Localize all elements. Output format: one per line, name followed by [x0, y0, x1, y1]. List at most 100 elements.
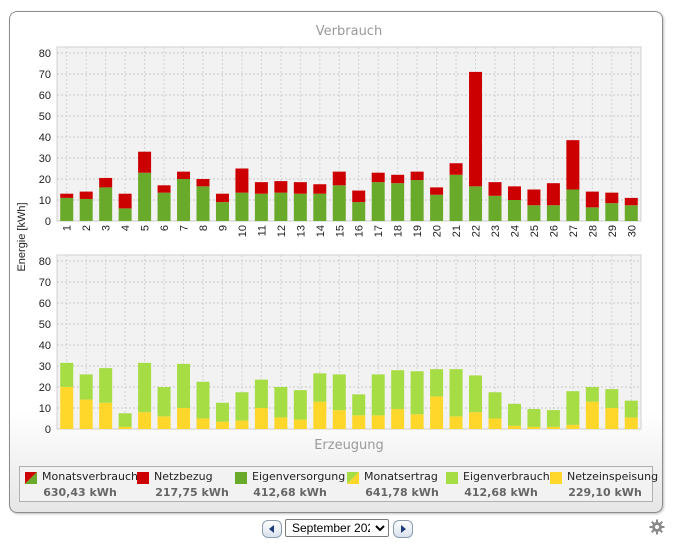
bar-netzeinspeisung — [352, 415, 366, 429]
next-month-button[interactable] — [393, 520, 413, 538]
x-tick-label: 16 — [354, 225, 366, 237]
bar-eigenverbrauch — [585, 387, 599, 402]
bar-netzeinspeisung — [99, 402, 113, 429]
bar-eigenverbrauch — [546, 410, 560, 427]
bar-netzbezug — [624, 197, 638, 206]
x-tick-label: 18 — [393, 225, 405, 237]
x-tick-label: 6 — [159, 225, 171, 231]
bar-eigenversorgung — [332, 185, 346, 221]
bar-eigenverbrauch — [352, 394, 366, 416]
x-tick-label: 7 — [179, 225, 191, 231]
bar-netzeinspeisung — [235, 420, 249, 429]
bar-netzbezug — [196, 179, 210, 187]
legend-label: Eigenversorgung — [252, 470, 346, 483]
x-tick-label: 4 — [120, 225, 132, 231]
legend-value: 412,68 kWh — [253, 486, 327, 499]
netzeinspeisung-swatch-icon — [550, 472, 562, 484]
x-tick-label: 25 — [529, 225, 541, 237]
x-tick-label: 8 — [198, 225, 210, 231]
bar-netzbezug — [157, 185, 171, 193]
bar-netzbezug — [254, 182, 268, 194]
bar-netzeinspeisung — [585, 401, 599, 429]
bar-eigenverbrauch — [196, 381, 210, 419]
bar-eigenverbrauch — [313, 373, 327, 402]
x-tick-label: 21 — [451, 225, 463, 237]
prev-month-button[interactable] — [262, 520, 282, 538]
bar-eigenversorgung — [293, 193, 307, 221]
bar-netzeinspeisung — [215, 421, 229, 429]
bar-eigenverbrauch — [410, 371, 424, 415]
x-tick-label: 27 — [568, 225, 580, 237]
y-tick-label: 60 — [39, 298, 51, 310]
bar-eigenversorgung — [410, 180, 424, 221]
x-tick-label: 10 — [237, 225, 249, 237]
bar-eigenverbrauch — [138, 362, 152, 413]
bar-netzbezug — [118, 193, 132, 209]
bar-eigenversorgung — [138, 172, 152, 221]
bar-netzbezug — [430, 187, 444, 195]
bar-netzeinspeisung — [254, 408, 268, 429]
y-tick-label: 20 — [39, 174, 51, 186]
x-tick-label: 17 — [373, 225, 385, 237]
gear-icon[interactable] — [649, 519, 665, 535]
y-tick-label: 20 — [39, 382, 51, 394]
x-tick-label: 14 — [315, 225, 327, 237]
legend-label: Monatsverbrauch — [42, 470, 139, 483]
bar-netzeinspeisung — [488, 418, 502, 429]
bar-netzeinspeisung — [157, 416, 171, 429]
bar-netzeinspeisung — [391, 409, 405, 429]
bar-netzeinspeisung — [624, 417, 638, 429]
legend-value: 229,10 kWh — [568, 486, 642, 499]
bar-netzeinspeisung — [449, 416, 463, 429]
bar-netzbezug — [507, 186, 521, 200]
x-tick-label: 29 — [607, 225, 619, 237]
eigenversorgung-swatch-icon — [235, 472, 247, 484]
bar-eigenversorgung — [79, 198, 93, 221]
x-tick-label: 3 — [101, 225, 113, 231]
plot-area — [56, 46, 642, 222]
bar-eigenverbrauch — [624, 400, 638, 418]
bar-eigenversorgung — [235, 192, 249, 221]
bar-eigenversorgung — [546, 205, 560, 221]
bar-eigenversorgung — [352, 202, 366, 221]
bar-eigenverbrauch — [469, 375, 483, 413]
bar-netzeinspeisung — [274, 417, 288, 429]
bar-netzeinspeisung — [60, 387, 74, 429]
y-tick-label: 0 — [45, 216, 51, 228]
y-tick-label: 50 — [39, 319, 51, 331]
bar-netzbezug — [566, 140, 580, 190]
bar-eigenversorgung — [585, 207, 599, 221]
bar-eigenverbrauch — [274, 387, 288, 418]
bar-eigenverbrauch — [371, 374, 385, 416]
bar-netzeinspeisung — [313, 401, 327, 429]
bar-netzbezug — [410, 171, 424, 181]
y-tick-label: 70 — [39, 69, 51, 81]
month-select[interactable]: September 2024 — [285, 519, 389, 537]
monatsertrag-swatch-icon — [347, 472, 359, 484]
bar-netzbezug — [274, 181, 288, 193]
bar-netzeinspeisung — [196, 418, 210, 429]
bar-netzeinspeisung — [605, 408, 619, 429]
bar-eigenverbrauch — [527, 409, 541, 427]
bar-netzbezug — [138, 151, 152, 173]
bar-eigenverbrauch — [254, 379, 268, 408]
bar-netzbezug — [313, 184, 327, 194]
bar-eigenversorgung — [449, 174, 463, 221]
bar-eigenversorgung — [274, 192, 288, 221]
eigenverbrauch-swatch-icon — [446, 472, 458, 484]
bar-netzbezug — [60, 193, 74, 198]
y-tick-label: 80 — [39, 256, 51, 268]
legend-label: Eigenverbrauch — [463, 470, 550, 483]
bar-eigenverbrauch — [118, 413, 132, 427]
bar-eigenversorgung — [313, 193, 327, 221]
bar-eigenversorgung — [430, 194, 444, 221]
bar-netzeinspeisung — [332, 410, 346, 429]
bar-netzbezug — [371, 172, 385, 183]
bar-netzeinspeisung — [79, 399, 93, 429]
bar-netzbezug — [546, 183, 560, 206]
legend-label: Netzeinspeisung — [567, 470, 659, 483]
bar-eigenversorgung — [527, 205, 541, 221]
bar-netzeinspeisung — [527, 426, 541, 429]
monatsverbrauch-swatch-icon — [25, 472, 37, 484]
bar-eigenverbrauch — [507, 403, 521, 426]
